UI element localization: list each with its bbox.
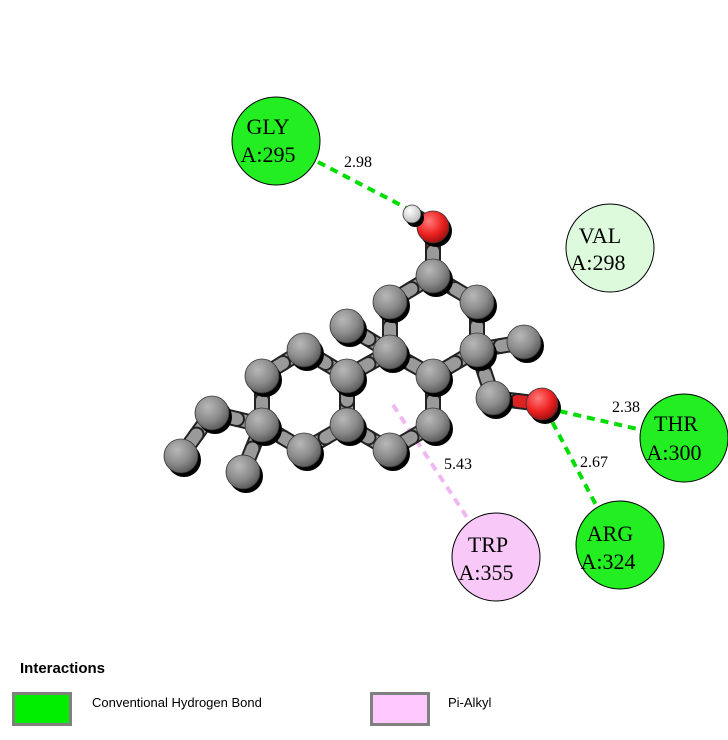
residue-disc-thr300 (639, 393, 728, 483)
legend-swatch-pialkyl (370, 692, 430, 726)
carbon-atom (244, 407, 280, 443)
interaction-diagram: 2.98 2.38 2.67 5.43 GLY A:295 VAL A:298 … (163, 96, 728, 602)
carbon-atom (372, 284, 408, 320)
residue-id-trp355: A:355 (459, 560, 514, 585)
pialkyl-line-trp355 (391, 403, 472, 524)
carbon-atom (506, 324, 542, 360)
legend-label-pialkyl: Pi-Alkyl (448, 695, 492, 710)
residue-name-val298: VAL (579, 223, 621, 248)
residue-disc-gly295 (231, 96, 321, 186)
carbon-atom (415, 358, 451, 394)
carbon-atom (459, 284, 495, 320)
oxygen-atom (416, 210, 450, 244)
distance-label-arg324: 2.67 (580, 454, 608, 471)
ligand-molecule (163, 204, 561, 493)
residue-gly295: GLY A:295 (231, 96, 321, 186)
residue-name-gly295: GLY (246, 114, 289, 139)
hydrogen-atom (402, 204, 422, 224)
hbond-line-arg324 (544, 409, 598, 506)
oxygen-atom (525, 387, 559, 421)
carbon-atom (329, 358, 365, 394)
carbon-atom (329, 407, 365, 443)
residue-name-trp355: TRP (468, 532, 508, 557)
carbon-atom (286, 332, 322, 368)
carbon-atom (286, 432, 322, 468)
distance-label-gly295: 2.98 (344, 154, 372, 171)
carbon-atom (459, 332, 495, 368)
carbon-atom (475, 380, 511, 416)
residue-disc-val298 (565, 203, 655, 293)
distance-label-thr300: 2.38 (612, 399, 640, 416)
carbon-atom (244, 358, 280, 394)
distance-label-trp355: 5.43 (444, 456, 472, 473)
carbon-atom (372, 334, 408, 370)
hbond-line-thr300 (545, 406, 643, 432)
residue-thr300: THR A:300 (639, 393, 728, 483)
residue-name-arg324: ARG (587, 521, 634, 546)
legend-swatch-hbond (12, 692, 72, 726)
legend-title: Interactions (20, 660, 106, 677)
residue-id-gly295: A:295 (241, 142, 296, 167)
residue-disc-trp355 (451, 512, 541, 602)
legend-label-hbond: Conventional Hydrogen Bond (92, 695, 262, 710)
hbond-line-gly295 (317, 160, 417, 215)
residue-id-arg324: A:324 (581, 549, 636, 574)
residue-disc-arg324 (575, 500, 665, 590)
residue-trp355: TRP A:355 (451, 512, 541, 602)
carbon-atom (415, 258, 451, 294)
residue-val298: VAL A:298 (565, 203, 655, 293)
carbon-atom (194, 395, 230, 431)
residue-name-thr300: THR (654, 411, 698, 436)
residue-id-thr300: A:300 (647, 440, 702, 465)
carbon-atom (372, 432, 408, 468)
residue-arg324: ARG A:324 (575, 500, 665, 590)
carbon-atom (415, 407, 451, 443)
carbon-atom (225, 454, 261, 490)
carbon-atom (329, 308, 365, 344)
residue-id-val298: A:298 (571, 250, 626, 275)
carbon-atom (163, 438, 199, 474)
